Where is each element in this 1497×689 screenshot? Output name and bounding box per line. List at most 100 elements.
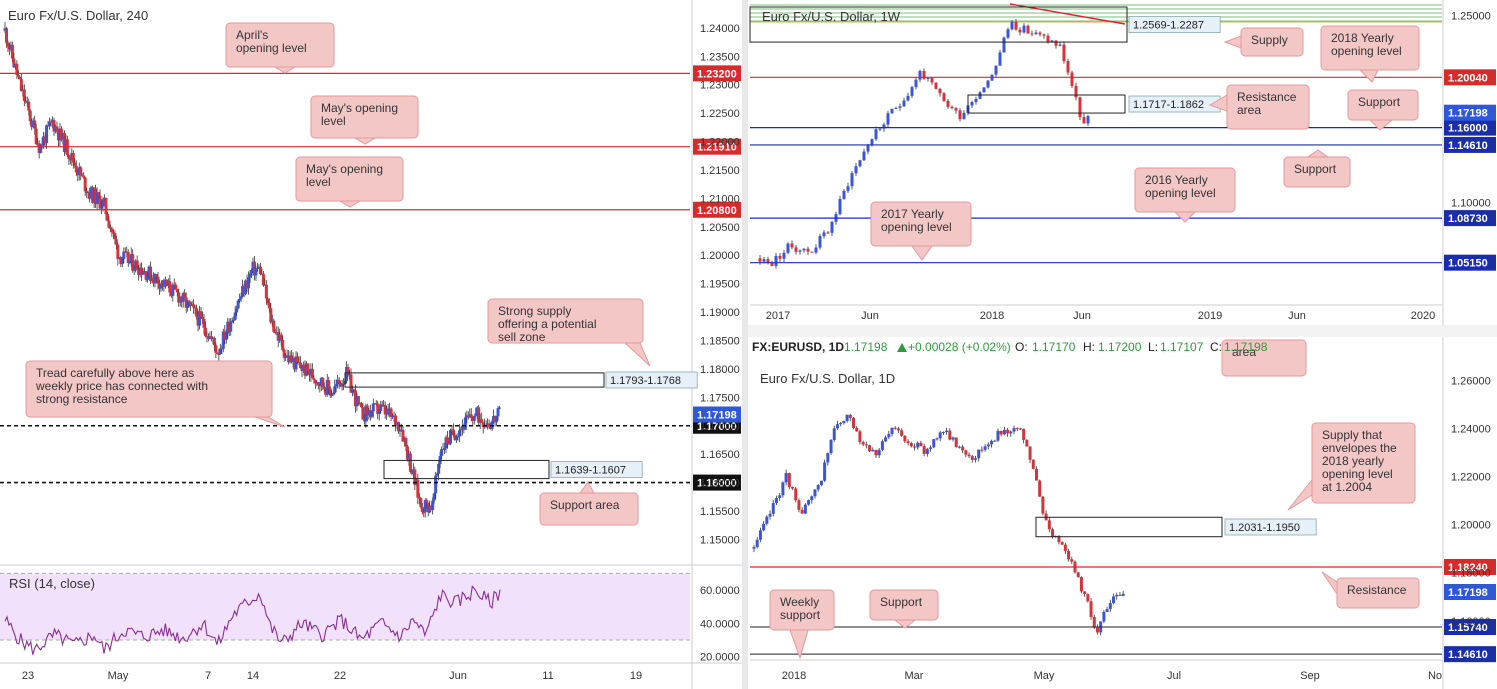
- candle-body: [954, 108, 958, 111]
- candle-body: [916, 442, 920, 448]
- candle-body: [1041, 496, 1045, 514]
- candle-body: [996, 430, 1000, 441]
- candle-body: [978, 92, 982, 99]
- candle-body: [894, 107, 898, 109]
- candle-body: [98, 195, 102, 209]
- candle-body: [768, 513, 772, 517]
- candle-body: [1022, 25, 1026, 33]
- candle-body: [79, 167, 83, 176]
- zone-label-box: [1224, 518, 1317, 536]
- candle-body: [451, 429, 455, 436]
- candle-body: [49, 121, 53, 123]
- candle-body: [201, 316, 205, 319]
- candle-body: [774, 255, 778, 267]
- candle-body: [890, 427, 894, 434]
- candle-body: [203, 327, 207, 337]
- candle-body: [970, 102, 974, 106]
- callout-text: April's: [236, 28, 268, 42]
- candle-body: [175, 289, 179, 293]
- candle-body: [113, 232, 117, 240]
- candle-body: [882, 124, 886, 129]
- zone-label: 1.2031-1.1950: [1229, 522, 1300, 534]
- candle-body: [398, 430, 402, 432]
- candle-body: [790, 243, 794, 248]
- candle-body: [408, 453, 412, 472]
- candle-body: [394, 415, 398, 426]
- candle-body: [797, 500, 801, 510]
- callout-text: opening level: [1331, 44, 1402, 58]
- y-tick-label: 1.24000: [700, 23, 740, 35]
- candle-body: [922, 71, 926, 79]
- candle-body: [807, 500, 811, 505]
- candle-body: [1092, 617, 1096, 628]
- y-tick-label: 1.21500: [700, 165, 740, 177]
- candle-body: [858, 160, 862, 167]
- candle-body: [22, 89, 26, 101]
- candle-body: [835, 424, 839, 429]
- candle-body: [778, 255, 782, 259]
- candle-body: [192, 304, 196, 308]
- candle-body: [893, 427, 897, 429]
- x-tick-label: May: [108, 670, 129, 682]
- candle-body: [1121, 593, 1125, 596]
- candle-body: [762, 523, 766, 531]
- candle-body: [771, 502, 775, 514]
- daily-header-open-label: O:: [1015, 340, 1028, 354]
- daily-header-symbol: FX:EURUSD, 1D 1.17198 +0.00028 (+0.02%) …: [752, 340, 1268, 354]
- candle-body: [758, 258, 762, 262]
- callout-text: Resistance: [1237, 90, 1297, 104]
- candle-body: [310, 368, 314, 379]
- candle-body: [230, 320, 234, 323]
- candle-body: [217, 353, 221, 355]
- price-tag-label: 1.14610: [1448, 140, 1488, 152]
- candle-body: [376, 403, 380, 414]
- y-tick-label: 1.16000: [700, 478, 740, 490]
- candle-body: [906, 95, 910, 101]
- candle-body: [810, 496, 814, 501]
- candle-body: [55, 126, 59, 132]
- x-tick-label: 2018: [782, 670, 806, 682]
- candle-body: [212, 337, 216, 346]
- x-tick-label: Jun: [449, 670, 467, 682]
- candle-body: [472, 415, 476, 421]
- candle-body: [456, 436, 460, 438]
- candle-body: [459, 429, 463, 431]
- x-tick-label: 14: [247, 670, 259, 682]
- callout-box: [25, 360, 273, 418]
- candle-body: [4, 28, 8, 43]
- price-axis-bg: [692, 0, 742, 689]
- candle-body: [330, 394, 334, 396]
- candle-body: [999, 430, 1003, 435]
- candle-body: [282, 349, 286, 358]
- candle-body: [870, 139, 874, 146]
- zone-label-box: [605, 371, 698, 389]
- candle-body: [104, 198, 108, 214]
- candle-body: [993, 440, 997, 442]
- candle-body: [1089, 601, 1093, 618]
- zone-label-box: [550, 461, 643, 478]
- zone-box: [344, 372, 605, 388]
- candle-body: [786, 243, 790, 253]
- candle-body: [296, 356, 300, 363]
- price-tag: [1444, 254, 1496, 271]
- candle-body: [154, 274, 158, 277]
- candle-body: [903, 435, 907, 442]
- candle-body: [126, 252, 130, 264]
- x-tick-label: Jun: [1288, 310, 1306, 322]
- x-tick-label: Jun: [1073, 310, 1091, 322]
- candle-body: [15, 63, 19, 75]
- candle-body: [195, 308, 199, 317]
- daily-header-high: 1.17200: [1098, 340, 1142, 354]
- candle-body: [961, 446, 965, 451]
- candle-body: [878, 128, 882, 130]
- candle-body: [469, 414, 473, 419]
- callout-text: offering a potential: [498, 317, 597, 331]
- candle-body: [930, 77, 934, 83]
- callout: area: [1221, 339, 1307, 377]
- candle-body: [101, 199, 105, 207]
- candle-body: [826, 232, 830, 234]
- candle-body: [281, 339, 285, 350]
